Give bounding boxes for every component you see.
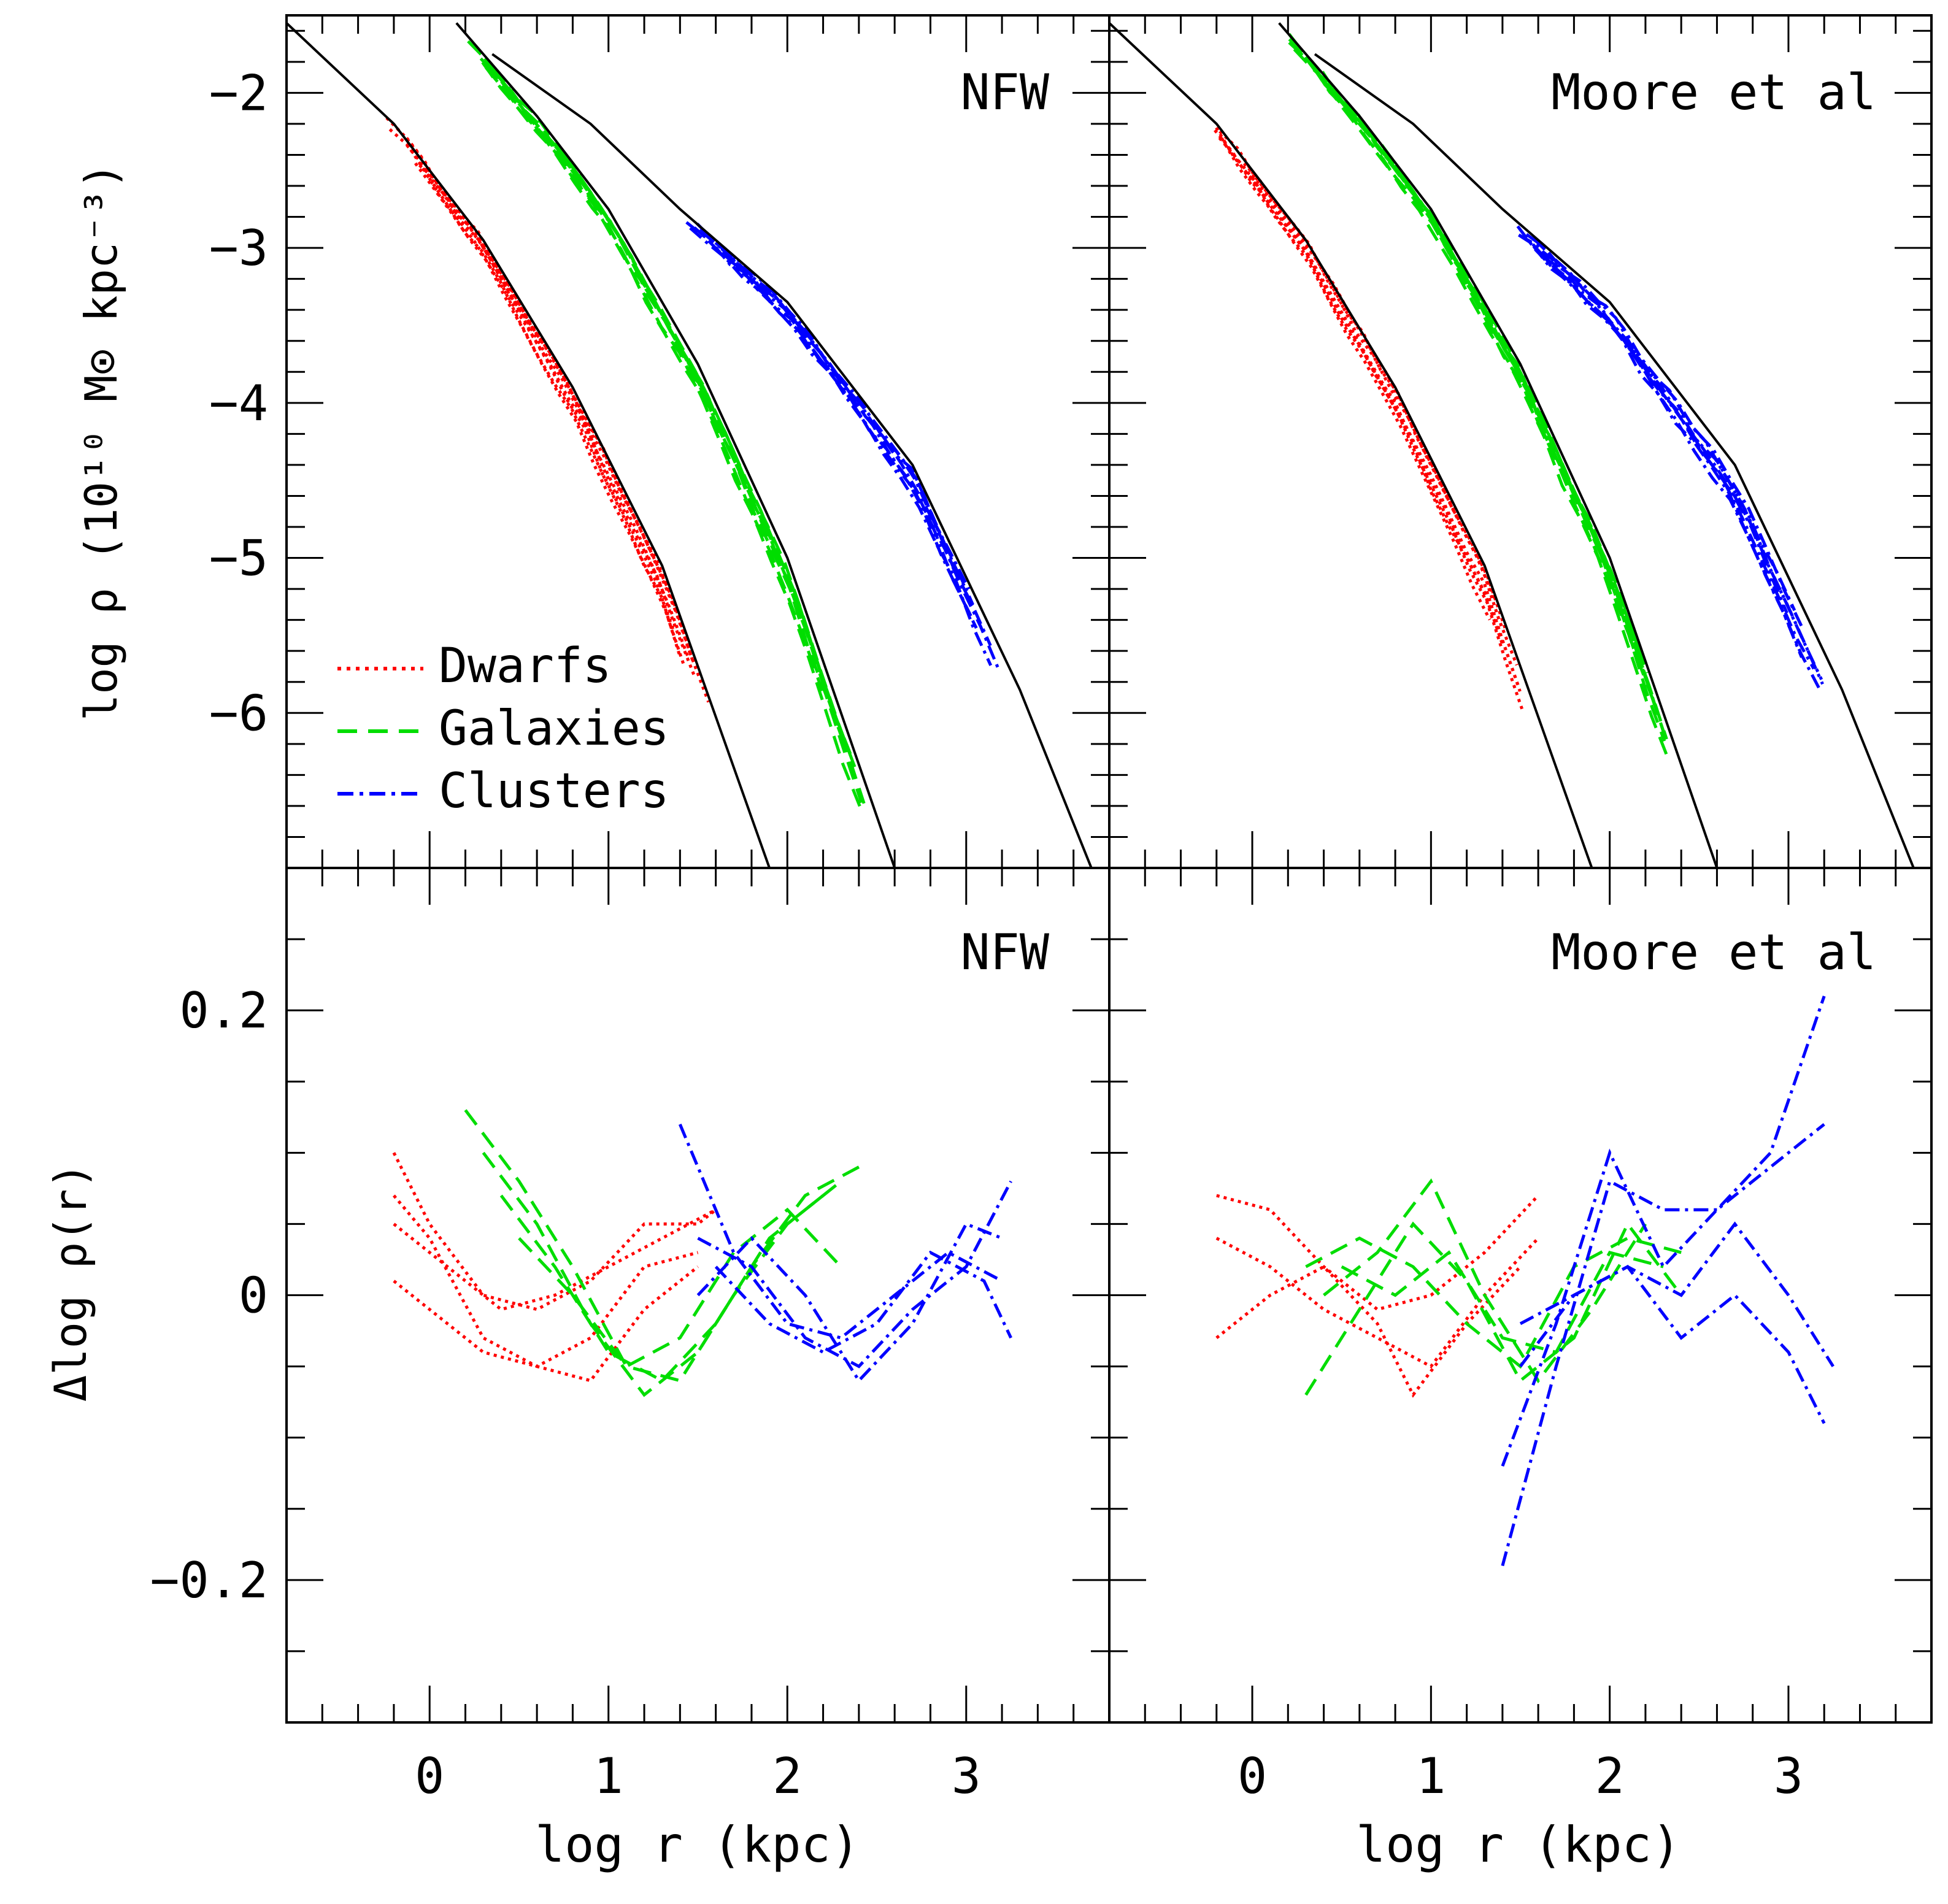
residual-line-galaxies <box>1305 1236 1682 1369</box>
residual-line-dwarfs <box>392 1152 717 1311</box>
profile-line-dwarfs <box>385 117 710 703</box>
profile-line-galaxies <box>1288 33 1666 735</box>
y-axis-label-bottom: Δlog ρ(r) <box>45 1162 96 1402</box>
x-axis-label-right: log r (kpc) <box>1356 1816 1681 1873</box>
profile-line-galaxies <box>1293 48 1653 697</box>
x-tick-label-bottom-left: 2 <box>772 1748 802 1805</box>
panel-frame-bottom-right <box>1108 867 1933 1724</box>
profile-line-dwarfs <box>1218 130 1507 631</box>
x-axis-label-left: log r (kpc) <box>535 1816 860 1873</box>
panel-title-bottom-right: Moore et al <box>1551 924 1876 981</box>
profile-line-dwarfs <box>1247 167 1519 666</box>
residual-line-galaxies <box>1341 1250 1664 1354</box>
profile-line-galaxies <box>1326 84 1668 740</box>
profile-line-galaxies <box>1321 71 1646 666</box>
residual-line-galaxies <box>499 1194 825 1383</box>
profile-line-clusters <box>1532 245 1803 658</box>
profile-line-clusters <box>701 231 972 617</box>
y-tick-label-bottom-left: 0.2 <box>180 982 269 1039</box>
x-tick-label-bottom-left: 1 <box>594 1748 623 1805</box>
profile-line-galaxies <box>1288 38 1649 674</box>
y-tick-label-top-left: −3 <box>209 220 268 277</box>
residual-line-clusters <box>714 1250 1012 1354</box>
profile-line-clusters <box>1545 258 1815 670</box>
residual-line-galaxies <box>482 1151 860 1397</box>
residual-line-galaxies <box>1323 1178 1647 1384</box>
residual-line-galaxies <box>464 1109 842 1383</box>
profile-line-clusters <box>1531 243 1820 689</box>
profile-line-clusters <box>699 228 971 590</box>
model-curve <box>1278 22 1719 868</box>
residual-line-clusters <box>697 1180 1012 1368</box>
legend-galaxies-label: Galaxies <box>439 701 669 756</box>
legend-dwarfs-label: Dwarfs <box>439 639 612 694</box>
profile-line-dwarfs <box>388 128 696 675</box>
x-tick-label-bottom-right: 3 <box>1774 1748 1803 1805</box>
residual-line-clusters <box>1519 1221 1834 1367</box>
y-tick-label-bottom-left: −0.2 <box>150 1552 268 1609</box>
profile-line-dwarfs <box>406 144 677 611</box>
residual-line-dwarfs <box>393 1265 699 1383</box>
y-axis-label-top: log ρ (10¹⁰ M⊙ kpc⁻³) <box>75 163 127 721</box>
profile-line-dwarfs <box>1220 137 1492 621</box>
plot-layer: −2 −3 −4 −5 −6 0.2 0 −0.2 0 1 2 3 0 1 2 3 <box>150 14 1933 1805</box>
profile-line-galaxies <box>481 61 824 692</box>
panel-title-bottom-left: NFW <box>961 924 1050 981</box>
residual-line-dwarfs <box>392 1194 699 1368</box>
profile-line-galaxies <box>484 66 863 804</box>
profile-line-galaxies <box>1311 64 1671 763</box>
profile-line-galaxies <box>467 40 828 688</box>
model-curve <box>491 53 1093 868</box>
profile-line-dwarfs <box>1215 126 1504 644</box>
model-curve <box>1314 53 1915 868</box>
x-tick-label-bottom-left: 0 <box>415 1748 444 1805</box>
profile-line-dwarfs <box>1218 137 1525 713</box>
y-tick-label-top-left: −5 <box>209 530 268 587</box>
profile-line-clusters <box>1518 234 1824 685</box>
y-tick-label-top-left: −4 <box>209 375 268 432</box>
residual-line-clusters <box>1501 1123 1825 1467</box>
x-tick-label-bottom-right: 2 <box>1595 1748 1625 1805</box>
profile-line-dwarfs <box>428 177 682 656</box>
profile-line-galaxies <box>1288 41 1666 742</box>
y-tick-label-bottom-left: 0 <box>239 1267 268 1324</box>
profile-line-clusters <box>721 245 974 605</box>
profile-line-clusters <box>721 251 993 666</box>
profile-line-clusters <box>689 226 978 629</box>
model-curve <box>455 22 896 868</box>
model-curve <box>287 22 771 868</box>
model-curve <box>1109 22 1593 868</box>
profile-line-dwarfs <box>414 162 685 665</box>
legend: Dwarfs Galaxies Clusters <box>337 639 669 819</box>
profile-line-dwarfs <box>1250 174 1522 693</box>
residual-line-clusters <box>1501 996 1826 1567</box>
x-tick-label-bottom-left: 3 <box>952 1748 981 1805</box>
y-tick-label-top-left: −2 <box>209 64 268 121</box>
residual-line-galaxies <box>518 1207 842 1368</box>
y-tick-label-top-left: −6 <box>209 685 268 742</box>
panel-title-top-right: Moore et al <box>1551 64 1876 121</box>
residual-line-dwarfs <box>393 1208 717 1311</box>
profile-line-clusters <box>685 221 992 647</box>
profile-line-galaxies <box>1288 33 1666 736</box>
profile-line-dwarfs <box>418 164 690 657</box>
x-tick-label-bottom-right: 0 <box>1238 1748 1267 1805</box>
residual-line-clusters <box>696 1222 1003 1383</box>
profile-line-clusters <box>693 226 1000 670</box>
profile-line-galaxies <box>483 64 863 809</box>
profile-line-clusters <box>1516 225 1823 680</box>
panel-title-top-left: NFW <box>961 64 1050 121</box>
legend-clusters-label: Clusters <box>439 764 669 819</box>
profile-line-clusters <box>696 222 967 589</box>
profile-line-dwarfs <box>405 137 695 662</box>
x-tick-label-bottom-right: 1 <box>1416 1748 1446 1805</box>
profile-line-clusters <box>1533 238 1804 629</box>
residual-line-dwarfs <box>1216 1194 1539 1311</box>
profile-line-clusters <box>1518 233 1788 614</box>
profile-line-dwarfs <box>422 167 676 632</box>
profile-line-dwarfs <box>1214 129 1520 688</box>
